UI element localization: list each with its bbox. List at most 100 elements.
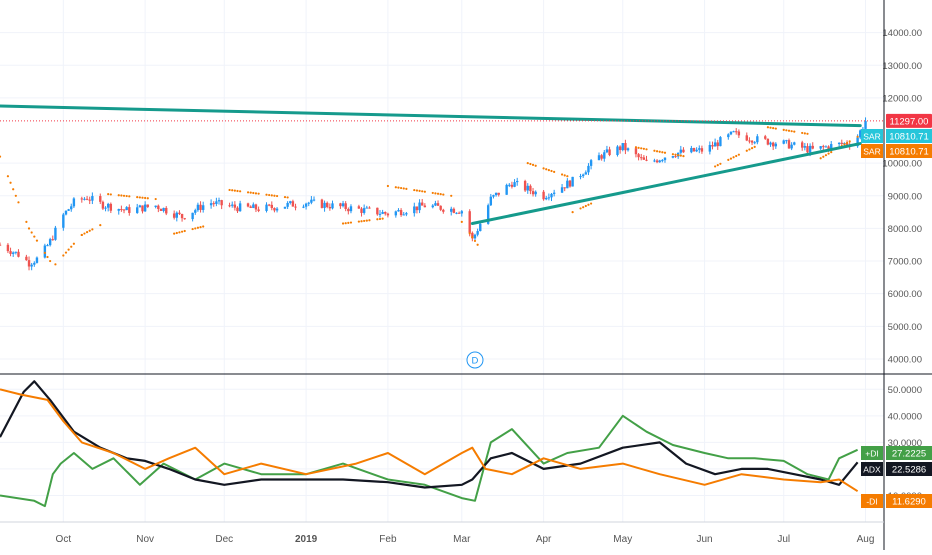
candle-body[interactable]: [618, 146, 622, 151]
dividend-marker[interactable]: [466, 351, 484, 369]
candle-body[interactable]: [54, 227, 57, 240]
candle-body[interactable]: [17, 251, 20, 257]
candle-body[interactable]: [436, 203, 440, 206]
candle-body[interactable]: [566, 180, 569, 189]
candle-body[interactable]: [397, 210, 400, 212]
candle-body[interactable]: [859, 130, 862, 138]
candle-body[interactable]: [217, 200, 221, 202]
candle-body[interactable]: [750, 140, 754, 143]
candle-body[interactable]: [418, 202, 421, 211]
candle-body[interactable]: [785, 140, 788, 142]
candle-body[interactable]: [83, 198, 86, 200]
candle-body[interactable]: [827, 146, 830, 150]
candle-body[interactable]: [349, 206, 353, 212]
candle-body[interactable]: [254, 204, 258, 210]
candle-body[interactable]: [180, 214, 184, 219]
candle-body[interactable]: [159, 209, 163, 211]
candle-body[interactable]: [645, 159, 648, 161]
candle-body[interactable]: [526, 185, 529, 191]
candle-body[interactable]: [122, 209, 126, 211]
dmi-pane[interactable]: [0, 380, 859, 508]
candle-body[interactable]: [642, 157, 646, 160]
candle-body[interactable]: [737, 131, 741, 136]
candle-body[interactable]: [9, 251, 12, 254]
candle-body[interactable]: [270, 204, 273, 209]
candle-body[interactable]: [624, 143, 627, 151]
candle-body[interactable]: [365, 207, 368, 209]
candle-body[interactable]: [231, 204, 234, 206]
candle-body[interactable]: [671, 156, 675, 158]
candle-body[interactable]: [803, 146, 807, 148]
candle-body[interactable]: [766, 138, 770, 145]
candle-body[interactable]: [307, 202, 310, 204]
candle-body[interactable]: [80, 198, 84, 200]
trendline[interactable]: [0, 104, 862, 128]
candle-body[interactable]: [621, 143, 624, 151]
candle-body[interactable]: [25, 256, 28, 261]
candle-body[interactable]: [837, 142, 841, 145]
candle-body[interactable]: [291, 201, 295, 207]
candle-body[interactable]: [399, 210, 403, 216]
candle-body[interactable]: [101, 201, 105, 209]
candle-body[interactable]: [62, 214, 65, 228]
candle-body[interactable]: [579, 176, 582, 178]
candle-body[interactable]: [811, 145, 814, 149]
candle-body[interactable]: [824, 146, 828, 148]
candle-body[interactable]: [88, 199, 91, 201]
candle-body[interactable]: [690, 147, 693, 153]
candle-body[interactable]: [756, 136, 759, 143]
candle-body[interactable]: [339, 203, 342, 207]
candle-body[interactable]: [584, 172, 588, 175]
candle-body[interactable]: [476, 231, 479, 235]
candle-body[interactable]: [11, 252, 15, 254]
candle-body[interactable]: [547, 197, 551, 199]
candle-body[interactable]: [732, 131, 735, 133]
candle-body[interactable]: [661, 160, 664, 162]
candle-body[interactable]: [331, 203, 334, 209]
candle-body[interactable]: [571, 176, 574, 187]
candle-body[interactable]: [138, 205, 142, 208]
candle-body[interactable]: [729, 131, 733, 135]
candle-body[interactable]: [713, 142, 717, 147]
candle-body[interactable]: [246, 203, 250, 207]
candle-body[interactable]: [310, 199, 313, 203]
candle-body[interactable]: [587, 165, 590, 173]
candle-body[interactable]: [323, 202, 326, 208]
candle-body[interactable]: [658, 160, 661, 163]
candle-body[interactable]: [753, 142, 756, 144]
candle-body[interactable]: [286, 202, 289, 207]
candle-body[interactable]: [48, 239, 52, 246]
candle-body[interactable]: [516, 180, 519, 183]
candle-body[interactable]: [510, 184, 514, 187]
candle-body[interactable]: [368, 207, 371, 209]
candle-body[interactable]: [265, 204, 268, 211]
candle-body[interactable]: [99, 196, 102, 202]
candle-body[interactable]: [33, 262, 36, 265]
candle-body[interactable]: [806, 146, 809, 153]
candle-body[interactable]: [616, 146, 619, 156]
candle-body[interactable]: [698, 148, 701, 150]
candle-body[interactable]: [162, 207, 165, 211]
candle-body[interactable]: [819, 146, 822, 149]
candle-body[interactable]: [220, 200, 223, 206]
candle-body[interactable]: [0, 244, 2, 246]
candle-body[interactable]: [505, 184, 508, 195]
candle-body[interactable]: [560, 187, 564, 193]
candle-body[interactable]: [626, 148, 630, 151]
candle-body[interactable]: [529, 185, 532, 192]
candle-body[interactable]: [589, 160, 593, 166]
candle-body[interactable]: [85, 198, 89, 200]
candle-body[interactable]: [431, 205, 434, 208]
candle-body[interactable]: [194, 210, 197, 213]
candle-body[interactable]: [104, 207, 107, 209]
candle-body[interactable]: [764, 136, 767, 139]
candle-body[interactable]: [531, 191, 535, 195]
candle-body[interactable]: [830, 144, 833, 150]
dmi-line-di[interactable]: [0, 388, 859, 493]
candle-body[interactable]: [238, 203, 242, 212]
candle-body[interactable]: [51, 239, 54, 241]
candle-body[interactable]: [771, 142, 775, 147]
candle-body[interactable]: [439, 205, 442, 210]
candle-body[interactable]: [663, 157, 667, 161]
candle-body[interactable]: [603, 152, 606, 159]
